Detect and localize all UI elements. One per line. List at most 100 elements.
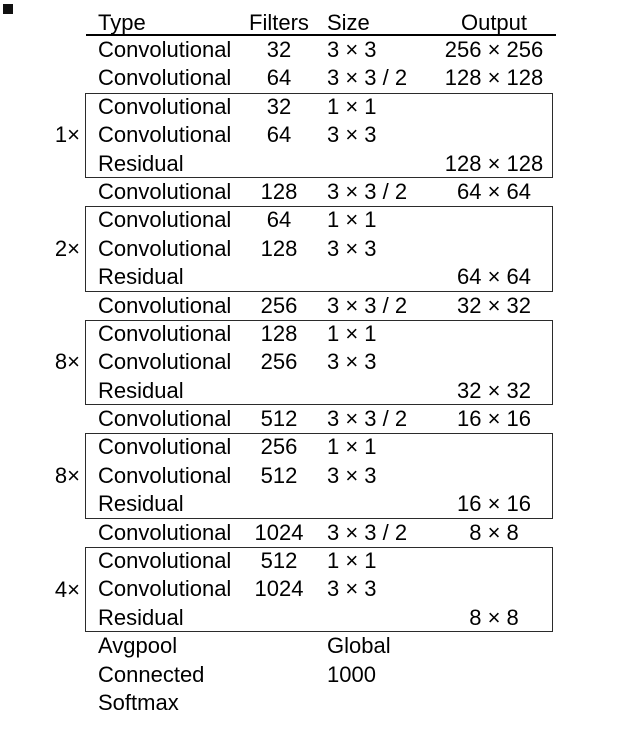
table-row: Convolutional 128 3 × 3 bbox=[86, 235, 556, 263]
cell-output bbox=[432, 235, 556, 263]
table-row: Residual 128 × 128 bbox=[86, 150, 556, 178]
cell-filters bbox=[238, 604, 320, 632]
cell-filters: 512 bbox=[260, 548, 298, 574]
table-section: 2× Convolutional 64 1 × 1 Convolutional … bbox=[55, 206, 556, 292]
repeat-multiplier-label: 2× bbox=[54, 235, 80, 261]
cell-type: Convolutional bbox=[98, 93, 232, 119]
table-row: Convolutional 64 3 × 3 / 2 128 × 128 bbox=[86, 64, 556, 92]
table-row: Connected 1000 bbox=[86, 661, 556, 689]
cell-type: Connected bbox=[98, 661, 205, 687]
cell-filters: 1024 bbox=[254, 519, 304, 545]
cell-output: 8 × 8 bbox=[469, 519, 519, 545]
table-row: Convolutional 1024 3 × 3 / 2 8 × 8 bbox=[86, 519, 556, 547]
cell-output bbox=[432, 632, 556, 660]
table-row: Residual 64 × 64 bbox=[86, 263, 556, 291]
cell-type: Residual bbox=[98, 604, 184, 630]
cell-size: 3 × 3 bbox=[327, 349, 377, 375]
cell-size: 3 × 3 / 2 bbox=[327, 178, 408, 204]
repeat-multiplier-label: 8× bbox=[54, 349, 80, 375]
cell-output bbox=[432, 433, 556, 461]
cell-type: Convolutional bbox=[98, 434, 232, 460]
cell-output: 32 × 32 bbox=[456, 292, 531, 318]
cell-output bbox=[432, 320, 556, 348]
table-row: Convolutional 256 1 × 1 bbox=[86, 433, 556, 461]
table-row: Convolutional 128 1 × 1 bbox=[86, 320, 556, 348]
cell-filters bbox=[238, 377, 320, 405]
table-section: 1× Convolutional 32 1 × 1 Convolutional … bbox=[55, 92, 556, 179]
cell-size bbox=[320, 490, 432, 518]
cell-type: Convolutional bbox=[98, 462, 232, 488]
cell-type: Residual bbox=[98, 264, 184, 290]
table-section: 8× Convolutional 128 1 × 1 Convolutional… bbox=[55, 319, 556, 406]
cell-filters: 1024 bbox=[254, 576, 304, 602]
repeat-multiplier-label: 4× bbox=[54, 576, 80, 602]
cell-filters: 128 bbox=[260, 235, 298, 261]
cell-type: Softmax bbox=[98, 689, 179, 715]
cell-size: Global bbox=[327, 633, 391, 659]
table-section: 4× Convolutional 512 1 × 1 Convolutional… bbox=[55, 547, 556, 633]
cell-filters: 64 bbox=[266, 65, 292, 91]
cell-filters: 256 bbox=[260, 349, 298, 375]
cell-type: Convolutional bbox=[98, 406, 232, 432]
corner-artifact-mark bbox=[3, 4, 13, 14]
table-section: Convolutional 512 3 × 3 / 2 16 × 16 bbox=[86, 405, 556, 433]
cell-filters bbox=[238, 632, 320, 660]
cell-filters: 128 bbox=[260, 320, 298, 346]
cell-type: Convolutional bbox=[98, 235, 232, 261]
cell-filters: 32 bbox=[266, 37, 292, 62]
cell-output: 256 × 256 bbox=[444, 37, 544, 62]
table-section: Convolutional 128 3 × 3 / 2 64 × 64 bbox=[86, 178, 556, 206]
cell-size: 3 × 3 / 2 bbox=[327, 65, 408, 91]
cell-size: 3 × 3 / 2 bbox=[327, 519, 408, 545]
table-section: Convolutional 1024 3 × 3 / 2 8 × 8 bbox=[86, 519, 556, 547]
cell-size bbox=[320, 377, 432, 405]
cell-type: Avgpool bbox=[98, 633, 178, 659]
cell-size: 3 × 3 bbox=[327, 576, 377, 602]
table-row: Convolutional 32 1 × 1 bbox=[86, 93, 556, 121]
architecture-table: Type Filters Size Output Convolutional 3… bbox=[55, 12, 556, 717]
cell-type: Convolutional bbox=[98, 122, 232, 148]
table-row: Convolutional 512 1 × 1 bbox=[86, 547, 556, 575]
header-filters: Filters bbox=[249, 10, 309, 35]
cell-output: 64 × 64 bbox=[456, 264, 531, 290]
cell-size: 3 × 3 bbox=[327, 462, 377, 488]
cell-output: 128 × 128 bbox=[444, 65, 544, 91]
cell-type: Residual bbox=[98, 491, 184, 517]
cell-size: 1 × 1 bbox=[327, 93, 377, 119]
table-row: Convolutional 64 3 × 3 bbox=[86, 121, 556, 149]
cell-type: Convolutional bbox=[98, 65, 232, 91]
cell-type: Convolutional bbox=[98, 37, 232, 62]
table-row: Convolutional 32 3 × 3 256 × 256 bbox=[86, 36, 556, 64]
cell-size: 3 × 3 / 2 bbox=[327, 292, 408, 318]
cell-size: 1 × 1 bbox=[327, 320, 377, 346]
header-size: Size bbox=[327, 10, 370, 35]
table-row: Residual 16 × 16 bbox=[86, 490, 556, 518]
cell-output bbox=[432, 93, 556, 121]
table-section: 8× Convolutional 256 1 × 1 Convolutional… bbox=[55, 433, 556, 519]
table-header-row: Type Filters Size Output bbox=[86, 12, 556, 36]
cell-filters: 256 bbox=[260, 292, 298, 318]
cell-output bbox=[432, 206, 556, 234]
cell-size: 1 × 1 bbox=[327, 548, 377, 574]
cell-output bbox=[432, 348, 556, 376]
cell-output bbox=[432, 547, 556, 575]
header-type: Type bbox=[98, 10, 146, 35]
cell-output bbox=[432, 689, 556, 717]
cell-size: 3 × 3 bbox=[327, 235, 377, 261]
repeat-multiplier-label: 1× bbox=[54, 122, 80, 148]
cell-type: Convolutional bbox=[98, 178, 232, 204]
cell-output bbox=[432, 661, 556, 689]
cell-size: 3 × 3 bbox=[327, 122, 377, 148]
cell-size bbox=[320, 263, 432, 291]
cell-type: Convolutional bbox=[98, 548, 232, 574]
cell-size bbox=[320, 689, 432, 717]
cell-filters: 512 bbox=[260, 462, 298, 488]
cell-type: Convolutional bbox=[98, 519, 232, 545]
cell-filters: 32 bbox=[266, 93, 292, 119]
header-output: Output bbox=[460, 10, 528, 35]
cell-filters bbox=[238, 150, 320, 178]
cell-size: 1 × 1 bbox=[327, 434, 377, 460]
cell-output bbox=[432, 462, 556, 490]
table-row: Convolutional 128 3 × 3 / 2 64 × 64 bbox=[86, 178, 556, 206]
cell-output: 16 × 16 bbox=[456, 406, 531, 432]
